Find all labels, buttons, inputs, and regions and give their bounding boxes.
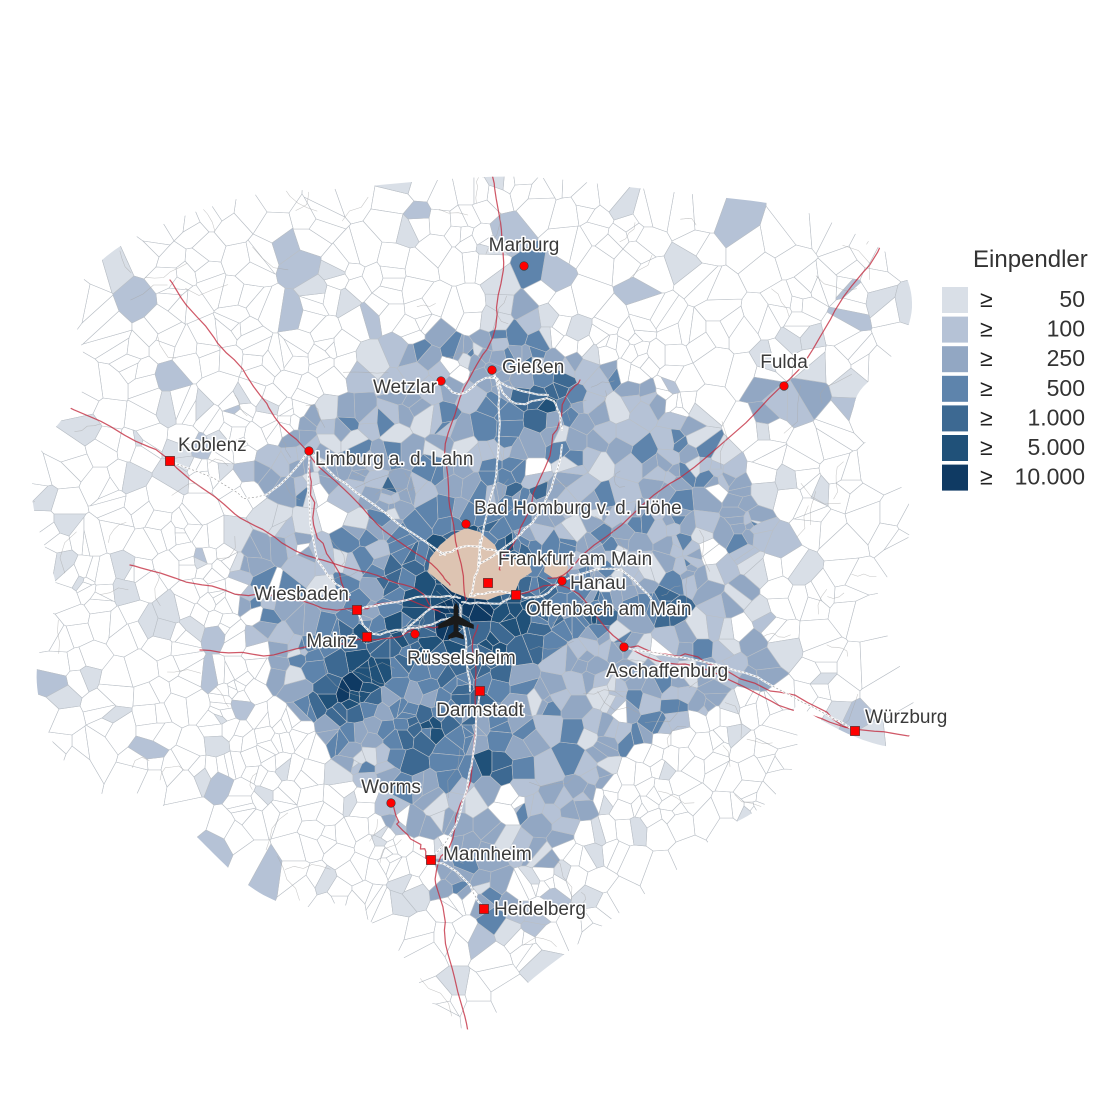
svg-text:≥: ≥ (980, 404, 993, 430)
svg-text:50: 50 (1059, 286, 1085, 312)
svg-text:Marburg: Marburg (489, 235, 560, 256)
svg-text:Bad Homburg v. d. Höhe: Bad Homburg v. d. Höhe (474, 498, 682, 519)
svg-text:Wiesbaden: Wiesbaden (254, 584, 349, 605)
svg-text:Rüsselsheim: Rüsselsheim (407, 648, 516, 669)
svg-text:Einpendler: Einpendler (973, 246, 1088, 273)
svg-text:≥: ≥ (980, 316, 993, 342)
svg-text:Hanau: Hanau (570, 573, 626, 594)
svg-text:≥: ≥ (980, 464, 993, 490)
svg-text:Heidelberg: Heidelberg (494, 899, 586, 920)
svg-text:1.000: 1.000 (1027, 404, 1085, 430)
svg-text:≥: ≥ (980, 286, 993, 312)
svg-text:Wetzlar: Wetzlar (373, 377, 438, 398)
svg-text:Darmstadt: Darmstadt (436, 700, 524, 721)
svg-text:100: 100 (1047, 316, 1085, 342)
svg-text:Limburg a. d. Lahn: Limburg a. d. Lahn (315, 449, 473, 470)
svg-text:Frankfurt am Main: Frankfurt am Main (498, 549, 652, 570)
svg-text:Mainz: Mainz (306, 631, 357, 652)
svg-text:Koblenz: Koblenz (178, 435, 247, 456)
svg-text:Fulda: Fulda (760, 352, 808, 373)
svg-text:≥: ≥ (980, 375, 993, 401)
svg-text:≥: ≥ (980, 345, 993, 371)
svg-text:Gießen: Gießen (502, 357, 564, 378)
svg-text:Offenbach am Main: Offenbach am Main (526, 599, 691, 620)
svg-text:500: 500 (1047, 375, 1085, 401)
svg-text:Aschaffenburg: Aschaffenburg (606, 661, 728, 682)
svg-text:10.000: 10.000 (1015, 464, 1085, 490)
svg-text:Mannheim: Mannheim (443, 844, 532, 865)
svg-text:250: 250 (1047, 345, 1085, 371)
svg-text:5.000: 5.000 (1027, 434, 1085, 460)
svg-text:Worms: Worms (361, 777, 421, 798)
svg-text:≥: ≥ (980, 434, 993, 460)
svg-text:Würzburg: Würzburg (865, 707, 947, 728)
